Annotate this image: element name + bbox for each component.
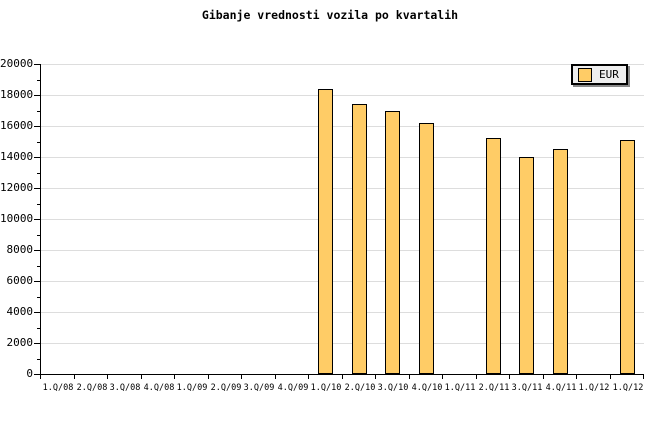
- x-tick: [40, 375, 41, 379]
- legend-label: EUR: [599, 67, 619, 81]
- y-tick-label: 6000: [6, 274, 34, 287]
- x-tick: [610, 375, 611, 379]
- y-major-tick: [34, 250, 41, 251]
- y-major-tick: [34, 64, 41, 65]
- x-tick: [141, 375, 142, 379]
- x-axis-line: [40, 374, 644, 375]
- x-tick: [174, 375, 175, 379]
- x-tick-label: 3.Q/11: [511, 383, 543, 393]
- y-minor-tick: [37, 173, 41, 174]
- x-tick: [643, 375, 644, 379]
- y-major-tick: [34, 188, 41, 189]
- y-minor-tick: [37, 80, 41, 81]
- bar-3q10: [385, 111, 400, 374]
- y-tick-label: 10000: [0, 212, 34, 225]
- h-gridline: [41, 126, 644, 127]
- x-tick-label: 2.Q/08: [76, 383, 108, 393]
- h-gridline: [41, 281, 644, 282]
- h-gridline: [41, 188, 644, 189]
- y-tick-label: 20000: [0, 57, 34, 70]
- bar-4q11: [553, 149, 568, 374]
- x-tick-label: 1.Q/12: [578, 383, 610, 393]
- x-tick: [375, 375, 376, 379]
- x-tick-label: 2.Q/10: [344, 383, 376, 393]
- x-tick-label: 1.Q/11: [444, 383, 476, 393]
- x-tick: [342, 375, 343, 379]
- x-tick: [476, 375, 477, 379]
- bar-2q11: [486, 138, 501, 374]
- y-major-tick: [34, 95, 41, 96]
- x-tick: [308, 375, 309, 379]
- y-tick-label: 8000: [6, 243, 34, 256]
- y-axis-line: [40, 64, 41, 375]
- h-gridline: [41, 219, 644, 220]
- x-tick-label: 1.Q/08: [42, 383, 74, 393]
- y-tick-label: 2000: [6, 336, 34, 349]
- x-tick: [442, 375, 443, 379]
- y-minor-tick: [37, 359, 41, 360]
- bar-3q11: [519, 157, 534, 374]
- legend-swatch-eur-icon: [578, 67, 592, 82]
- y-minor-tick: [37, 235, 41, 236]
- y-major-tick: [34, 281, 41, 282]
- bar-4q10: [419, 123, 434, 374]
- y-tick-label: 12000: [0, 181, 34, 194]
- bar-1q10: [318, 89, 333, 374]
- y-major-tick: [34, 219, 41, 220]
- x-tick-label: 4.Q/09: [277, 383, 309, 393]
- h-gridline: [41, 95, 644, 96]
- bar-2q10: [352, 104, 367, 374]
- y-major-tick: [34, 312, 41, 313]
- legend-box: EUR: [571, 64, 628, 85]
- y-tick-label: 0: [26, 367, 33, 380]
- y-major-tick: [34, 374, 41, 375]
- h-gridline: [41, 157, 644, 158]
- y-major-tick: [34, 126, 41, 127]
- bar-1q12: [620, 140, 635, 374]
- y-major-tick: [34, 157, 41, 158]
- x-tick-label: 4.Q/11: [545, 383, 577, 393]
- x-tick: [208, 375, 209, 379]
- y-tick-label: 18000: [0, 88, 34, 101]
- x-tick: [241, 375, 242, 379]
- h-gridline: [41, 64, 644, 65]
- x-tick: [576, 375, 577, 379]
- x-tick-label: 4.Q/10: [411, 383, 443, 393]
- x-tick: [74, 375, 75, 379]
- y-minor-tick: [37, 297, 41, 298]
- h-gridline: [41, 250, 644, 251]
- x-tick: [275, 375, 276, 379]
- y-major-tick: [34, 343, 41, 344]
- x-tick: [107, 375, 108, 379]
- y-minor-tick: [37, 142, 41, 143]
- x-tick-label: 3.Q/09: [243, 383, 275, 393]
- y-minor-tick: [37, 204, 41, 205]
- y-tick-label: 14000: [0, 150, 34, 163]
- x-tick: [409, 375, 410, 379]
- x-tick-label: 1.Q/09: [176, 383, 208, 393]
- y-tick-label: 4000: [6, 305, 34, 318]
- x-tick: [543, 375, 544, 379]
- x-tick-label: 1.Q/12: [612, 383, 644, 393]
- h-gridline: [41, 312, 644, 313]
- x-tick-label: 2.Q/09: [210, 383, 242, 393]
- y-minor-tick: [37, 328, 41, 329]
- chart-title: Gibanje vrednosti vozila po kvartalih: [201, 8, 459, 22]
- y-minor-tick: [37, 111, 41, 112]
- x-tick-label: 3.Q/08: [109, 383, 141, 393]
- x-tick-label: 3.Q/10: [377, 383, 409, 393]
- h-gridline: [41, 343, 644, 344]
- x-tick-label: 4.Q/08: [143, 383, 175, 393]
- x-tick: [509, 375, 510, 379]
- y-tick-label: 16000: [0, 119, 34, 132]
- y-minor-tick: [37, 266, 41, 267]
- x-tick-label: 2.Q/11: [478, 383, 510, 393]
- x-tick-label: 1.Q/10: [310, 383, 342, 393]
